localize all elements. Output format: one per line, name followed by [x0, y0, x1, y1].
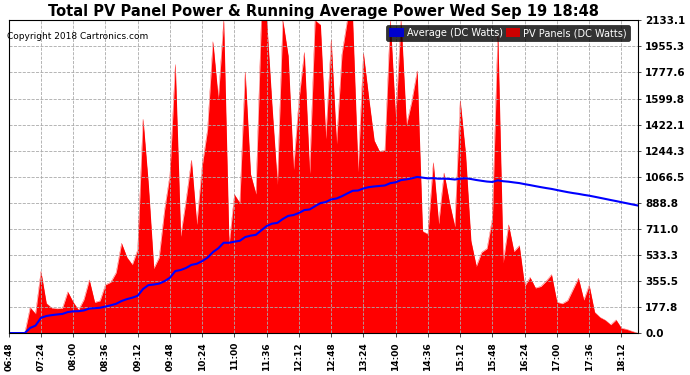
Text: Copyright 2018 Cartronics.com: Copyright 2018 Cartronics.com [7, 32, 148, 41]
Title: Total PV Panel Power & Running Average Power Wed Sep 19 18:48: Total PV Panel Power & Running Average P… [48, 4, 599, 19]
Legend: Average (DC Watts), PV Panels (DC Watts): Average (DC Watts), PV Panels (DC Watts) [386, 25, 629, 41]
